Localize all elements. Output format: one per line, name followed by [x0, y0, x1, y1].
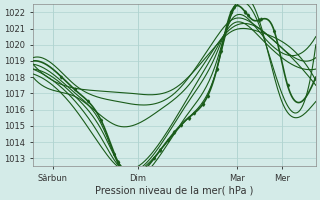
X-axis label: Pression niveau de la mer( hPa ): Pression niveau de la mer( hPa ) — [95, 186, 253, 196]
